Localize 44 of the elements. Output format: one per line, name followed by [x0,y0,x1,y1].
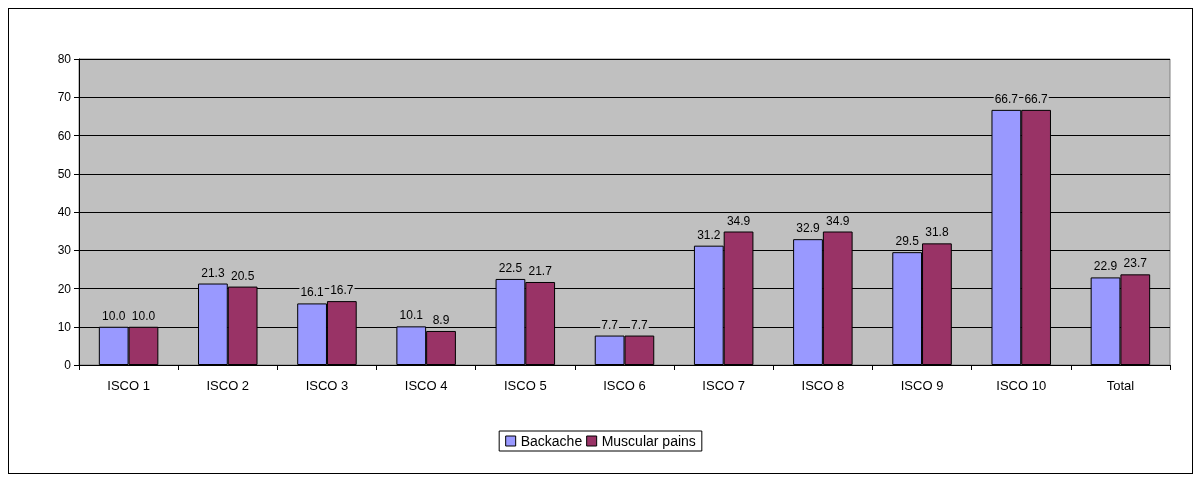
data-label: 22.9 [1093,259,1118,274]
legend-label: Muscular pains [601,433,696,449]
data-label: 16.1 [300,285,325,300]
data-label: 66.7 [1024,91,1049,106]
x-tick-label: Total [1106,378,1135,393]
x-tick-label: ISCO 3 [305,378,349,393]
data-label: 10.1 [399,308,424,323]
x-tick-label: ISCO 10 [996,378,1047,393]
data-label: 7.7 [601,317,619,332]
x-tick-label: ISCO 5 [504,378,547,393]
data-label: 66.7 [994,91,1019,106]
data-label: 34.9 [726,213,751,228]
y-tick-label: 10 [57,319,72,334]
x-tick-label: ISCO 7 [702,378,745,393]
x-tick-label: ISCO 2 [206,378,250,393]
data-label: 21.7 [528,264,553,278]
x-tick-label: ISCO 4 [404,378,448,393]
y-tick-label: 20 [57,281,72,296]
x-tick-label: ISCO 1 [107,378,150,393]
data-label: 22.5 [498,260,523,275]
y-tick-label: 30 [57,243,72,258]
x-tick-label: ISCO 6 [603,378,646,393]
data-label: 31.8 [925,225,949,240]
data-label: 31.2 [697,227,721,242]
data-label: 10.0 [131,308,156,323]
data-label: 29.5 [895,234,920,249]
data-label: 7.7 [631,317,649,332]
y-tick-label: 0 [64,358,72,372]
x-tick-label: ISCO 8 [801,378,845,393]
y-tick-label: 70 [57,90,72,105]
data-label: 34.9 [826,213,850,228]
data-label: 23.7 [1123,256,1148,271]
data-label: 8.9 [432,312,450,327]
y-tick-label: 60 [57,128,72,143]
data-label: 21.3 [201,265,225,280]
data-label: 10.0 [102,308,126,323]
y-tick-label: 40 [57,205,72,219]
data-label: 32.9 [796,221,820,236]
x-tick-label: ISCO 9 [900,378,944,393]
y-tick-label: 80 [57,52,72,66]
y-tick-label: 50 [57,166,72,181]
data-label: 16.7 [330,283,354,298]
data-label: 20.5 [230,268,255,283]
legend-label: Backache [520,433,583,449]
